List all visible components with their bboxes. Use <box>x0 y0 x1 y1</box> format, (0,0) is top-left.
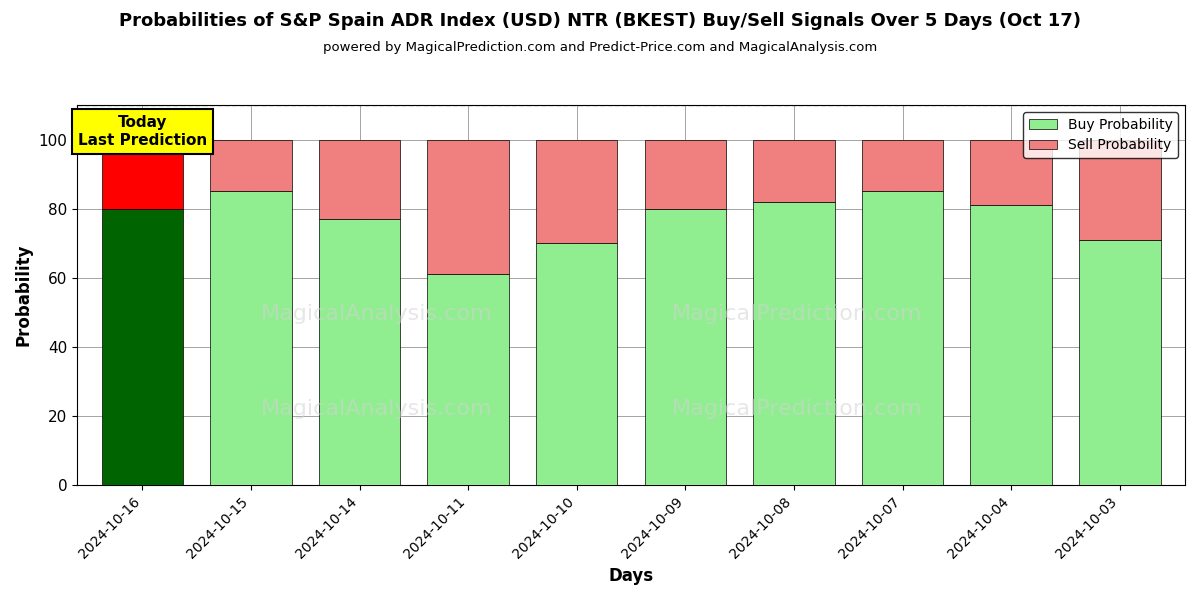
Y-axis label: Probability: Probability <box>14 244 32 346</box>
Bar <box>1079 140 1160 240</box>
Bar <box>102 209 184 485</box>
Bar <box>971 140 1052 205</box>
Legend: Buy Probability, Sell Probability: Buy Probability, Sell Probability <box>1024 112 1178 158</box>
Text: MagicalPrediction.com: MagicalPrediction.com <box>672 399 923 419</box>
Bar <box>427 274 509 485</box>
Bar <box>644 209 726 485</box>
Bar <box>210 191 292 485</box>
Bar <box>102 140 184 209</box>
Bar <box>210 140 292 191</box>
Bar <box>427 140 509 274</box>
Bar <box>536 140 618 243</box>
Bar <box>644 140 726 209</box>
Bar <box>754 140 835 202</box>
X-axis label: Days: Days <box>608 567 654 585</box>
Bar <box>319 219 401 485</box>
Text: Probabilities of S&P Spain ADR Index (USD) NTR (BKEST) Buy/Sell Signals Over 5 D: Probabilities of S&P Spain ADR Index (US… <box>119 12 1081 30</box>
Bar <box>862 140 943 191</box>
Text: Today
Last Prediction: Today Last Prediction <box>78 115 206 148</box>
Text: MagicalPrediction.com: MagicalPrediction.com <box>672 304 923 324</box>
Bar <box>971 205 1052 485</box>
Text: MagicalAnalysis.com: MagicalAnalysis.com <box>260 304 492 324</box>
Bar <box>319 140 401 219</box>
Text: MagicalAnalysis.com: MagicalAnalysis.com <box>260 399 492 419</box>
Bar <box>862 191 943 485</box>
Bar <box>536 243 618 485</box>
Bar <box>754 202 835 485</box>
Bar <box>1079 240 1160 485</box>
Text: powered by MagicalPrediction.com and Predict-Price.com and MagicalAnalysis.com: powered by MagicalPrediction.com and Pre… <box>323 41 877 54</box>
